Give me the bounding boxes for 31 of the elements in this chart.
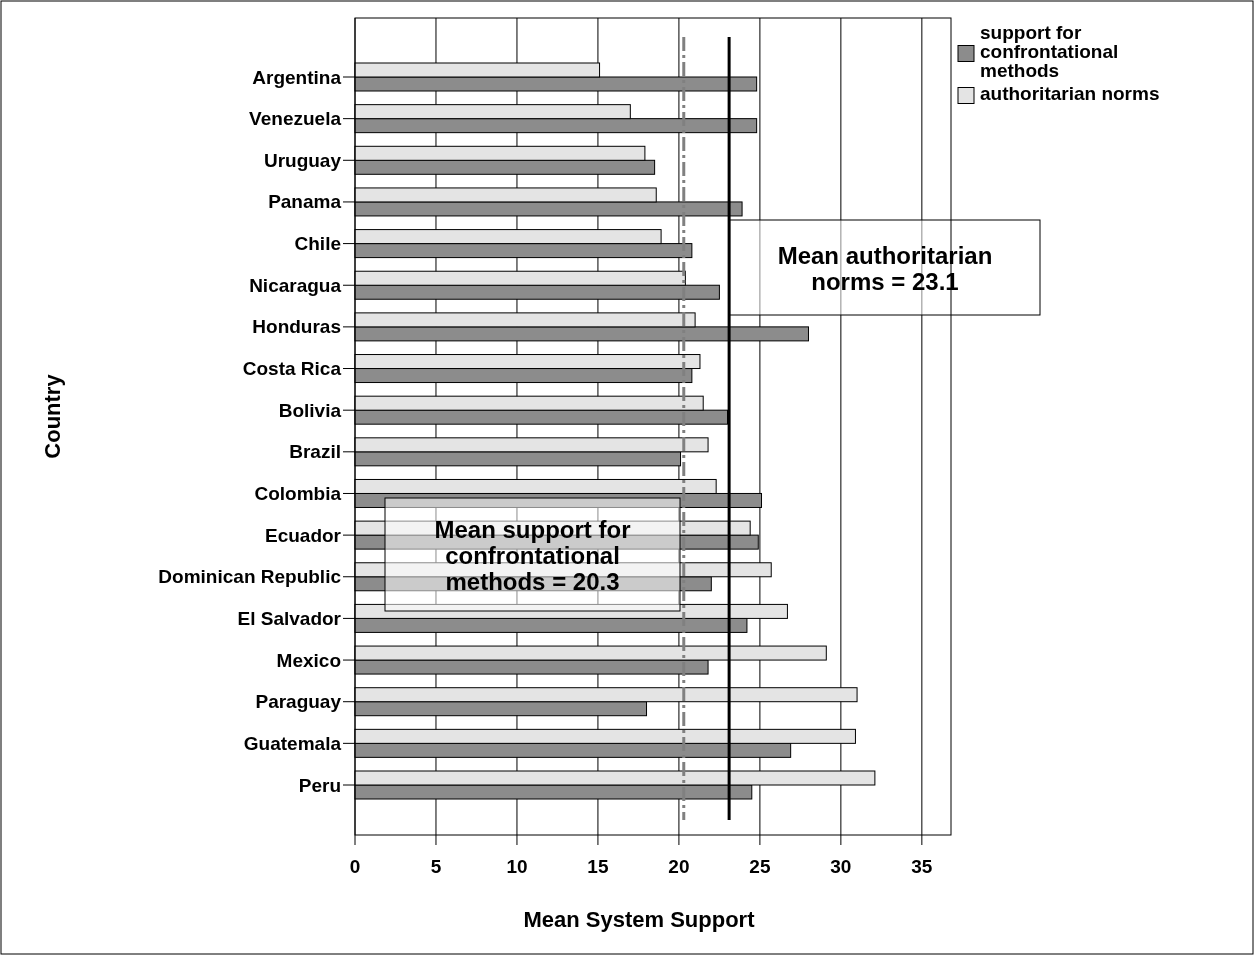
y-tick-label: Panama xyxy=(268,191,342,213)
x-tick-label: 25 xyxy=(749,856,771,877)
x-tick-label: 5 xyxy=(430,856,442,877)
y-axis-title: Country xyxy=(40,373,65,459)
y-tick-label: Chile xyxy=(294,233,341,255)
y-tick-label: Colombia xyxy=(254,482,342,504)
x-tick-label: 10 xyxy=(506,856,528,877)
x-tick-label: 15 xyxy=(587,856,609,877)
y-tick-label: Bolivia xyxy=(278,399,342,421)
y-tick-label: El Salvador xyxy=(237,607,342,629)
legend-label: authoritarian norms xyxy=(980,83,1160,104)
y-tick-label: Venezuela xyxy=(249,108,342,130)
y-tick-label: Ecuador xyxy=(264,524,342,546)
y-tick-label: Argentina xyxy=(252,66,342,88)
y-tick-label: Peru xyxy=(298,774,341,796)
y-tick-label: Dominican Republic xyxy=(158,566,342,588)
x-tick-label: 30 xyxy=(830,856,852,877)
ref-line-label: Mean authoritarian norms = 23.1 xyxy=(777,241,993,294)
y-tick-label: Paraguay xyxy=(255,691,342,713)
x-tick-label: 20 xyxy=(668,856,690,877)
y-tick-label: Mexico xyxy=(276,649,341,671)
x-axis-title: Mean System Support xyxy=(523,907,756,932)
x-tick-label: 35 xyxy=(911,856,933,877)
y-tick-label: Uruguay xyxy=(263,149,342,171)
x-tick-label: 0 xyxy=(349,856,361,877)
y-tick-label: Guatemala xyxy=(243,732,342,754)
y-tick-label: Nicaragua xyxy=(249,274,342,296)
y-tick-label: Brazil xyxy=(289,441,341,463)
ref-line-label: Mean support for confrontational methods = 20.3 xyxy=(434,515,631,594)
y-tick-label: Costa Rica xyxy=(242,358,342,380)
y-tick-label: Honduras xyxy=(252,316,341,338)
